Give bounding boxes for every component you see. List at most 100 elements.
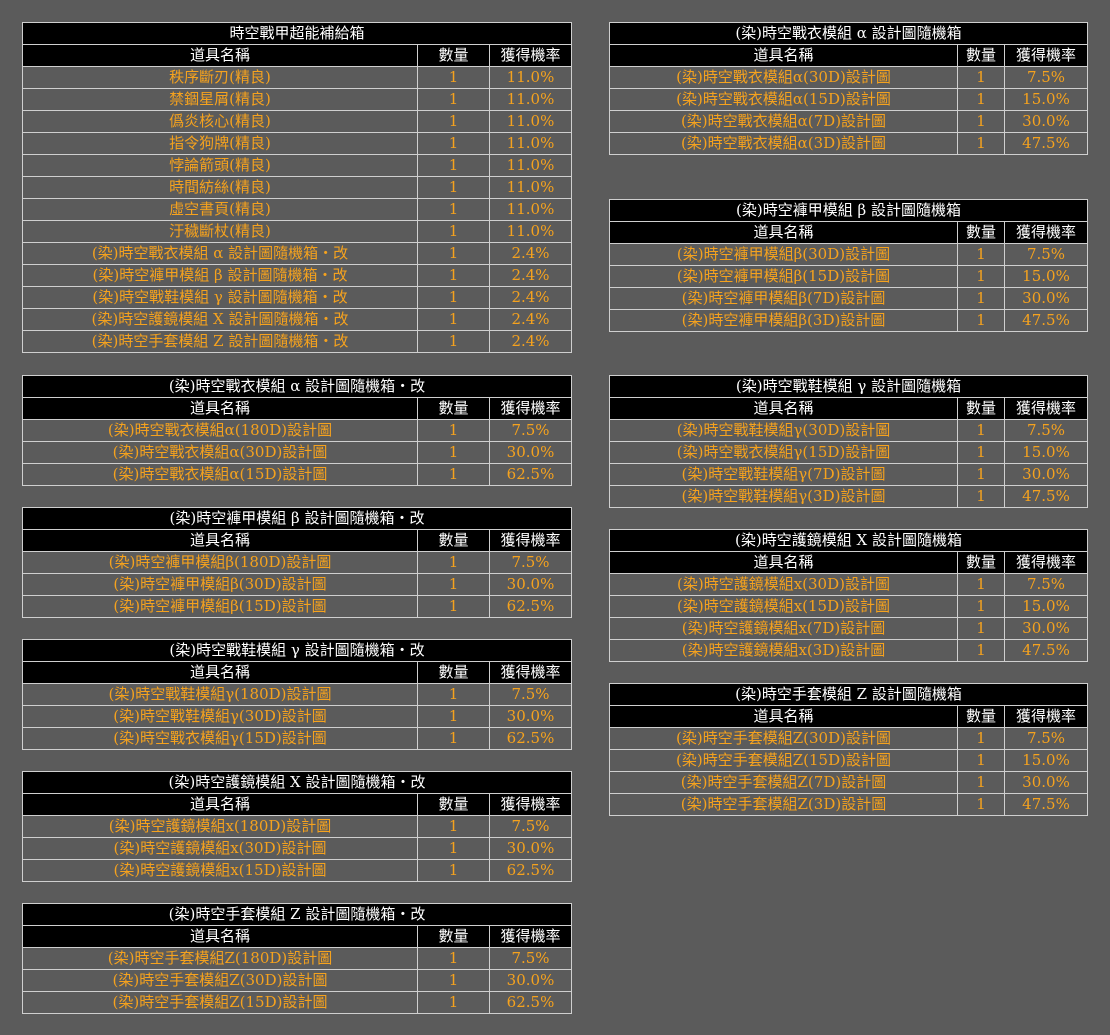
table-title: (染)時空護鏡模組 X 設計圖隨機箱	[609, 529, 1088, 552]
col-header-qty: 數量	[957, 551, 1005, 574]
item-name: (染)時空戰衣模組 α 設計圖隨機箱・改	[22, 242, 418, 265]
item-qty: 1	[417, 308, 490, 331]
col-header-rate: 獲得機率	[1004, 221, 1088, 244]
item-name: (染)時空護鏡模組x(15D)設計圖	[22, 859, 418, 882]
item-name: 時間紡絲(精良)	[22, 176, 418, 199]
table-row: (染)時空戰衣模組α(30D)設計圖 1 7.5%	[609, 66, 1088, 89]
item-rate: 30.0%	[1004, 771, 1088, 794]
col-header-name: 道具名稱	[609, 221, 958, 244]
beta-box-table: (染)時空褲甲模組 β 設計圖隨機箱・改 道具名稱 數量 獲得機率 (染)時空褲甲模…	[22, 507, 572, 618]
col-header-qty: 數量	[957, 44, 1005, 67]
item-name: (染)時空戰鞋模組γ(7D)設計圖	[609, 463, 958, 486]
item-rate: 2.4%	[489, 242, 572, 265]
item-name: (染)時空戰衣模組γ(15D)設計圖	[22, 727, 418, 750]
item-qty: 1	[957, 419, 1005, 442]
item-rate: 7.5%	[1004, 66, 1088, 89]
item-rate: 15.0%	[1004, 749, 1088, 772]
item-name: 秩序斷刃(精良)	[22, 66, 418, 89]
table-row: (染)時空護鏡模組 X 設計圖隨機箱・改 1 2.4%	[22, 308, 572, 331]
item-name: (染)時空手套模組Z(15D)設計圖	[609, 749, 958, 772]
item-name: (染)時空護鏡模組x(15D)設計圖	[609, 595, 958, 618]
table-row: (染)時空護鏡模組x(15D)設計圖 1 62.5%	[22, 859, 572, 882]
table-row: 指令狗牌(精良) 1 11.0%	[22, 132, 572, 155]
gamma-random-box-table: (染)時空戰鞋模組 γ 設計圖隨機箱 道具名稱 數量 獲得機率 (染)時空戰鞋模組γ…	[609, 375, 1088, 508]
item-rate: 2.4%	[489, 330, 572, 353]
item-name: (染)時空手套模組Z(180D)設計圖	[22, 947, 418, 970]
col-header-name: 道具名稱	[609, 551, 958, 574]
col-header-name: 道具名稱	[609, 44, 958, 67]
table-row: (染)時空戰鞋模組γ(3D)設計圖 1 47.5%	[609, 485, 1088, 508]
item-qty: 1	[417, 837, 490, 860]
item-rate: 30.0%	[489, 969, 572, 992]
item-rate: 30.0%	[1004, 463, 1088, 486]
item-qty: 1	[417, 419, 490, 442]
item-rate: 30.0%	[1004, 617, 1088, 640]
item-rate: 62.5%	[489, 463, 572, 486]
item-name: (染)時空戰衣模組α(180D)設計圖	[22, 419, 418, 442]
item-rate: 11.0%	[489, 198, 572, 221]
item-qty: 1	[957, 66, 1005, 89]
table-row: (染)時空褲甲模組β(3D)設計圖 1 47.5%	[609, 309, 1088, 332]
item-rate: 15.0%	[1004, 265, 1088, 288]
item-rate: 30.0%	[1004, 287, 1088, 310]
item-name: (染)時空戰鞋模組γ(3D)設計圖	[609, 485, 958, 508]
item-name: (染)時空手套模組Z(3D)設計圖	[609, 793, 958, 816]
z-box-table: (染)時空手套模組 Z 設計圖隨機箱・改 道具名稱 數量 獲得機率 (染)時空手套模…	[22, 903, 572, 1014]
col-header-rate: 獲得機率	[1004, 397, 1088, 420]
item-rate: 30.0%	[489, 837, 572, 860]
item-rate: 47.5%	[1004, 639, 1088, 662]
item-name: (染)時空戰衣模組α(30D)設計圖	[609, 66, 958, 89]
item-qty: 1	[957, 265, 1005, 288]
item-qty: 1	[957, 727, 1005, 750]
table-title: (染)時空戰鞋模組 γ 設計圖隨機箱・改	[22, 639, 572, 662]
item-qty: 1	[417, 815, 490, 838]
item-qty: 1	[417, 220, 490, 243]
item-qty: 1	[417, 705, 490, 728]
item-qty: 1	[417, 683, 490, 706]
item-qty: 1	[417, 727, 490, 750]
table-row: (染)時空戰鞋模組γ(30D)設計圖 1 7.5%	[609, 419, 1088, 442]
alpha-box-table: (染)時空戰衣模組 α 設計圖隨機箱・改 道具名稱 數量 獲得機率 (染)時空戰衣模…	[22, 375, 572, 486]
item-rate: 62.5%	[489, 859, 572, 882]
item-name: 僞炎核心(精良)	[22, 110, 418, 133]
x-random-box-table: (染)時空護鏡模組 X 設計圖隨機箱 道具名稱 數量 獲得機率 (染)時空護鏡模組x…	[609, 529, 1088, 662]
table-title: (染)時空戰衣模組 α 設計圖隨機箱	[609, 22, 1088, 45]
table-row: (染)時空護鏡模組x(180D)設計圖 1 7.5%	[22, 815, 572, 838]
table-title: (染)時空護鏡模組 X 設計圖隨機箱・改	[22, 771, 572, 794]
item-name: (染)時空戰衣模組α(7D)設計圖	[609, 110, 958, 133]
z-random-box-table: (染)時空手套模組 Z 設計圖隨機箱 道具名稱 數量 獲得機率 (染)時空手套模組Z…	[609, 683, 1088, 816]
col-header-rate: 獲得機率	[489, 397, 572, 420]
table-row: (染)時空褲甲模組β(15D)設計圖 1 15.0%	[609, 265, 1088, 288]
item-rate: 47.5%	[1004, 309, 1088, 332]
item-name: (染)時空褲甲模組β(15D)設計圖	[609, 265, 958, 288]
item-name: (染)時空戰鞋模組γ(30D)設計圖	[609, 419, 958, 442]
item-name: 禁錮星屑(精良)	[22, 88, 418, 111]
table-row: 汙穢斷杖(精良) 1 11.0%	[22, 220, 572, 243]
item-rate: 2.4%	[489, 264, 572, 287]
item-qty: 1	[957, 749, 1005, 772]
item-name: (染)時空褲甲模組 β 設計圖隨機箱・改	[22, 264, 418, 287]
table-row: 時間紡絲(精良) 1 11.0%	[22, 176, 572, 199]
table-row: (染)時空褲甲模組β(30D)設計圖 1 7.5%	[609, 243, 1088, 266]
item-rate: 7.5%	[1004, 573, 1088, 596]
table-row: (染)時空戰鞋模組γ(180D)設計圖 1 7.5%	[22, 683, 572, 706]
item-name: (染)時空手套模組Z(7D)設計圖	[609, 771, 958, 794]
table-row: (染)時空褲甲模組β(7D)設計圖 1 30.0%	[609, 287, 1088, 310]
table-title: (染)時空手套模組 Z 設計圖隨機箱・改	[22, 903, 572, 926]
item-name: (染)時空褲甲模組β(180D)設計圖	[22, 551, 418, 574]
item-name: (染)時空戰鞋模組γ(30D)設計圖	[22, 705, 418, 728]
beta-random-box-table: (染)時空褲甲模組 β 設計圖隨機箱 道具名稱 數量 獲得機率 (染)時空褲甲模組β…	[609, 199, 1088, 332]
item-qty: 1	[957, 595, 1005, 618]
item-qty: 1	[417, 595, 490, 618]
table-row: (染)時空手套模組Z(7D)設計圖 1 30.0%	[609, 771, 1088, 794]
col-header-rate: 獲得機率	[489, 661, 572, 684]
col-header-rate: 獲得機率	[1004, 551, 1088, 574]
col-header-qty: 數量	[417, 44, 490, 67]
table-row: (染)時空護鏡模組x(3D)設計圖 1 47.5%	[609, 639, 1088, 662]
item-name: (染)時空褲甲模組β(30D)設計圖	[22, 573, 418, 596]
item-rate: 62.5%	[489, 727, 572, 750]
item-qty: 1	[417, 198, 490, 221]
item-name: 悖論箭頭(精良)	[22, 154, 418, 177]
item-rate: 11.0%	[489, 110, 572, 133]
item-rate: 30.0%	[489, 573, 572, 596]
